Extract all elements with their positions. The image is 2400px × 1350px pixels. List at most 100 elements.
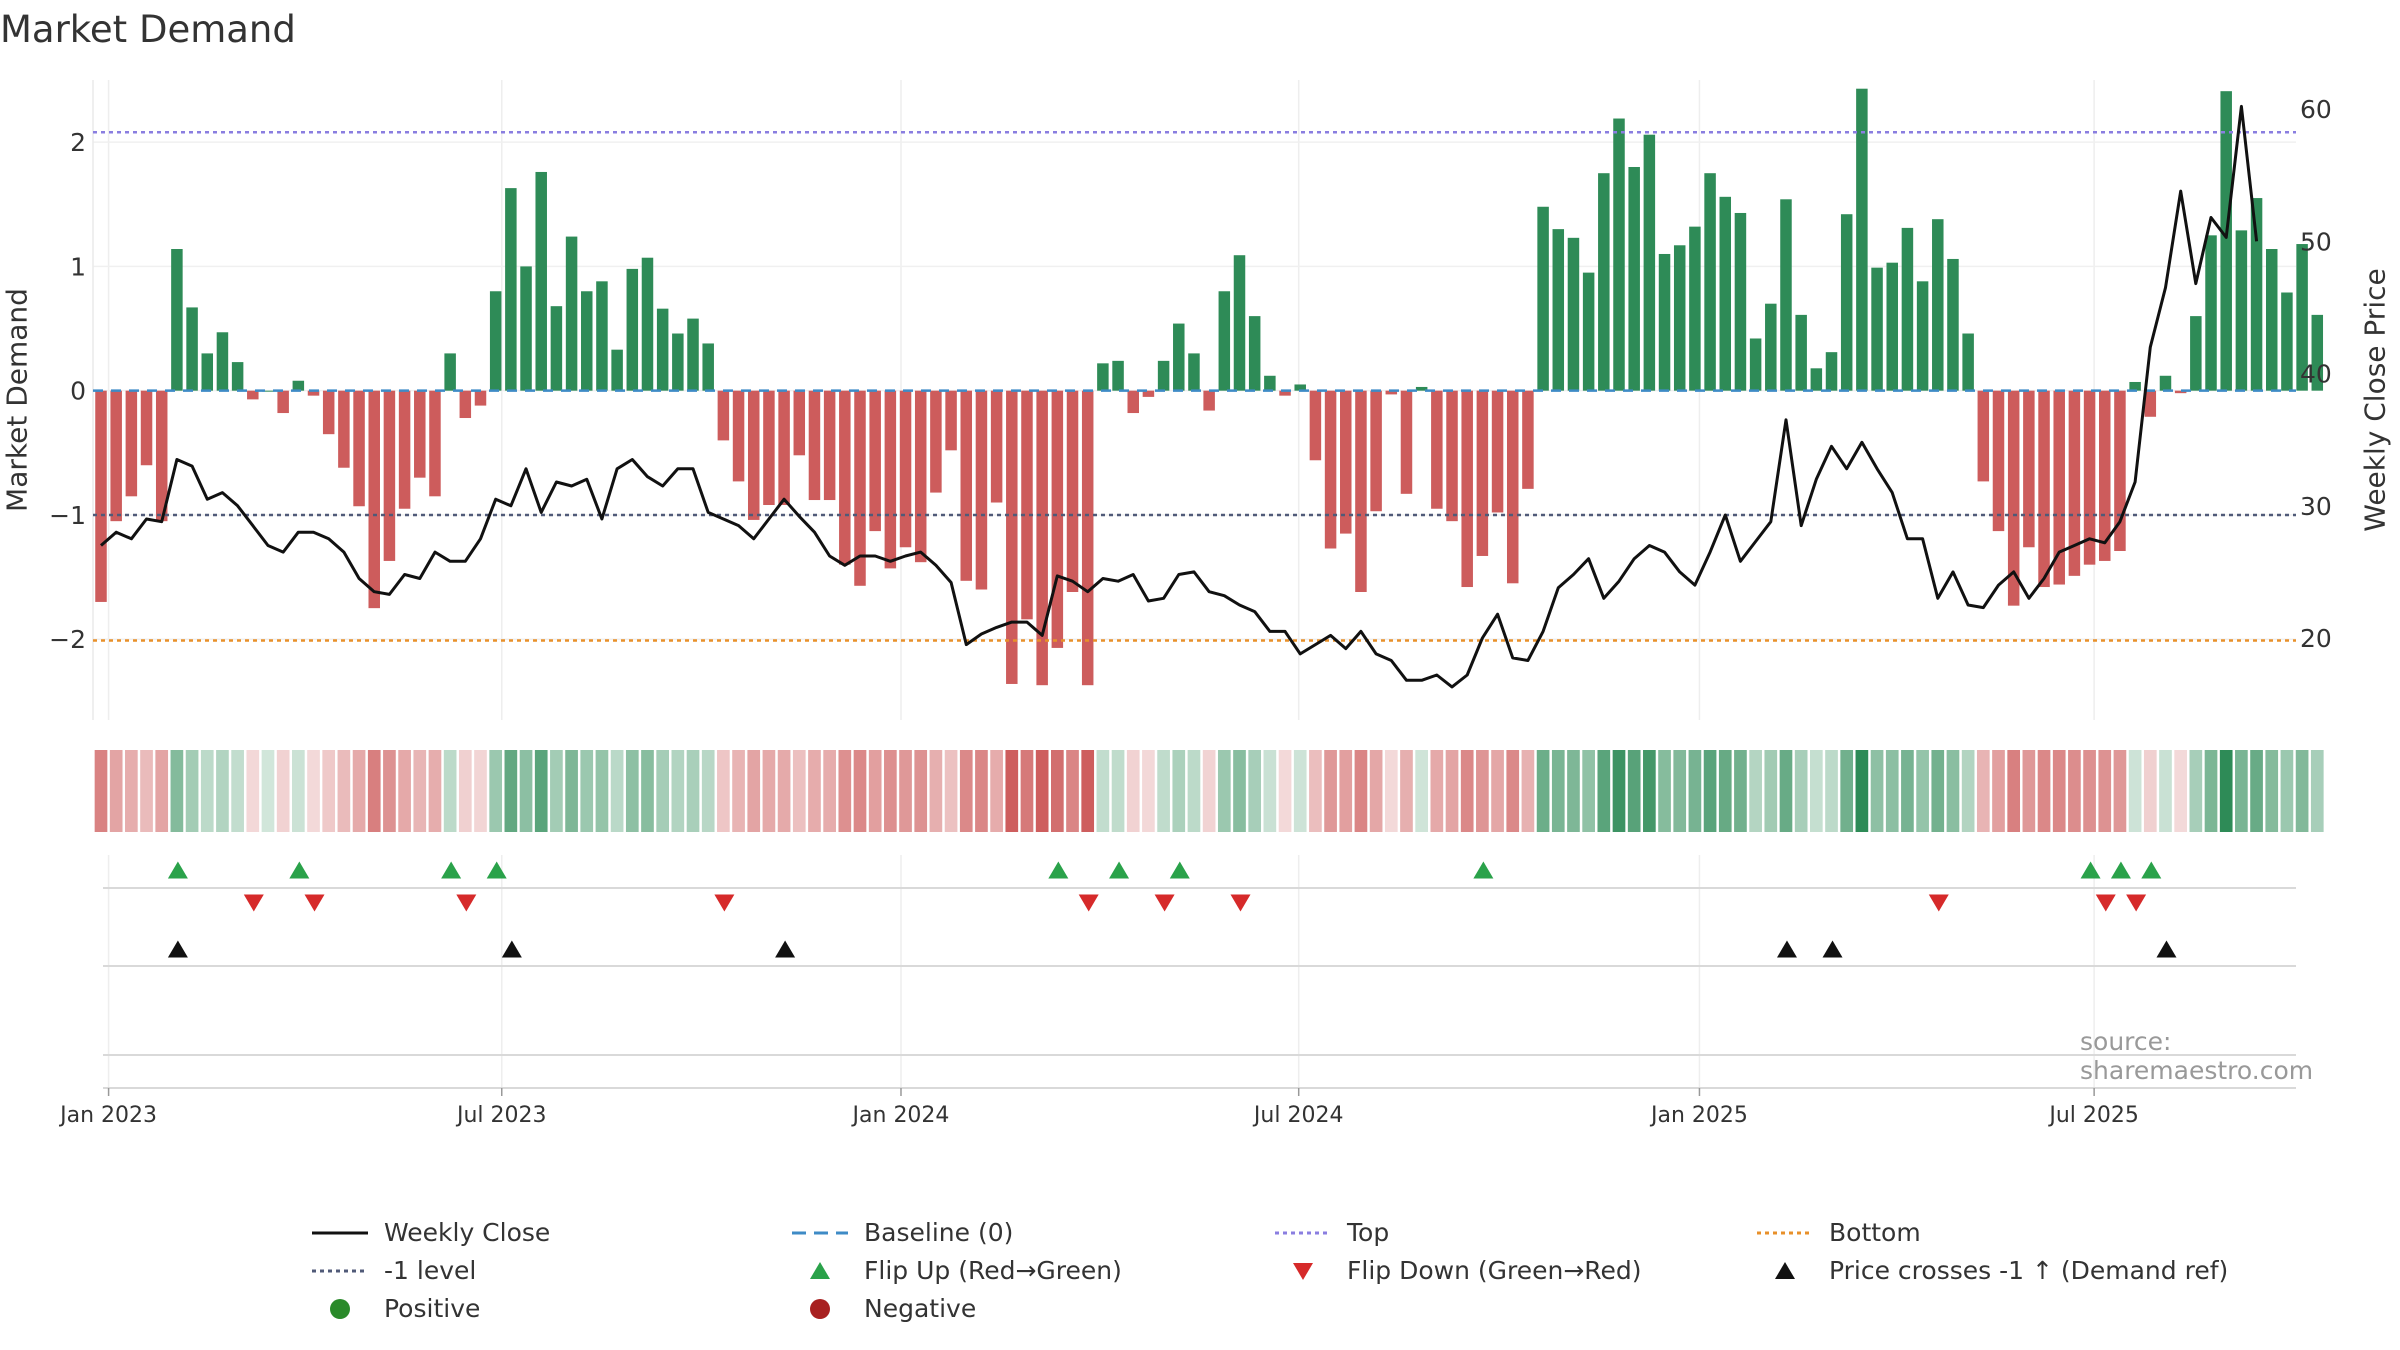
demand-bar <box>1446 390 1458 522</box>
legend-item-flip_down: Flip Down (Green→Red) <box>1273 1256 1642 1285</box>
legend-label: Flip Down (Green→Red) <box>1347 1256 1642 1285</box>
y2-tick-label: 20 <box>2300 624 2332 653</box>
demand-bar <box>1567 237 1580 391</box>
y2-tick-label: 30 <box>2300 492 2332 521</box>
flip-up-marker <box>2110 861 2131 879</box>
heat-cell <box>1901 750 1914 832</box>
demand-bar <box>2068 390 2081 576</box>
y-tick-label: 2 <box>70 128 86 157</box>
demand-bar <box>1765 303 1777 391</box>
heat-cell <box>1415 750 1428 832</box>
demand-bar <box>1491 390 1504 513</box>
demand-bar <box>262 390 274 392</box>
demand-bar <box>338 390 350 468</box>
demand-bar <box>186 307 198 391</box>
demand-bar <box>884 390 897 569</box>
heat-cell <box>1051 750 1064 832</box>
heat-cell <box>1384 750 1398 832</box>
demand-bar <box>1248 316 1261 391</box>
heat-cell <box>1202 750 1216 832</box>
demand-bar <box>793 390 806 456</box>
flip-up-marker <box>1109 861 1130 879</box>
demand-bar <box>945 390 957 451</box>
demand-bar <box>474 390 487 406</box>
flip-up-marker <box>1473 861 1494 879</box>
demand-bar <box>2159 375 2172 391</box>
demand-bar <box>292 380 305 391</box>
demand-bar <box>155 390 168 522</box>
heat-cell <box>1005 750 1019 832</box>
heat-cell <box>1825 750 1838 832</box>
legend-item-line: Weekly Close <box>310 1218 550 1247</box>
heat-cell <box>1157 750 1170 832</box>
demand-bar <box>1431 390 1443 509</box>
heat-cell <box>2204 750 2218 832</box>
demand-bar <box>717 390 730 441</box>
demand-bar <box>1097 363 1109 391</box>
heat-cell <box>2174 750 2187 832</box>
heat-cell <box>413 750 427 832</box>
market-demand-chart: 2 1 0 −1 −2 60 50 40 30 20 Jan 2023 Jul 2023 Jan 202… <box>49 80 2332 1128</box>
demand-bar <box>489 291 502 391</box>
heat-cell <box>2219 750 2233 832</box>
legend-label: Flip Up (Red→Green) <box>864 1256 1122 1285</box>
heat-cell <box>686 750 700 832</box>
demand-bar <box>626 268 639 391</box>
demand-bar <box>1355 390 1367 592</box>
heat-cell <box>899 750 912 832</box>
heat-cell <box>1916 750 1929 832</box>
demand-bar <box>1582 272 1595 391</box>
heat-cell <box>1810 750 1823 832</box>
legend-item-cross: Price crosses -1 ↑ (Demand ref) <box>1755 1256 2228 1285</box>
demand-bar <box>1719 196 1732 391</box>
demand-bar <box>1506 390 1519 584</box>
heat-cell <box>2037 750 2051 832</box>
demand-bar <box>1962 333 1974 391</box>
demand-bar <box>1901 227 1914 391</box>
heat-cell <box>1658 750 1671 832</box>
demand-bar <box>1340 390 1352 534</box>
demand-bar <box>1932 219 1944 391</box>
demand-bar <box>2311 314 2324 391</box>
heat-cell <box>747 750 761 832</box>
demand-bar <box>1977 390 1990 482</box>
demand-bar <box>732 390 745 482</box>
heat-cell <box>1460 750 1474 832</box>
heat-cell <box>1931 750 1945 832</box>
flip-down-marker <box>1928 894 1949 912</box>
demand-bar <box>231 362 244 391</box>
demand-bar <box>1795 314 1807 391</box>
demand-bar <box>687 318 699 391</box>
heat-cell <box>1445 750 1459 832</box>
demand-bar <box>2281 292 2293 391</box>
legend-item-neg_dot: Negative <box>790 1294 976 1323</box>
demand-bar <box>398 390 411 509</box>
demand-bar <box>1385 390 1398 395</box>
flip-down-marker <box>456 894 477 912</box>
heat-cell <box>1627 750 1641 832</box>
demand-bar <box>702 343 714 391</box>
demand-bar <box>1840 214 1853 391</box>
heat-cell <box>1961 750 1975 832</box>
flip-down-marker <box>2095 894 2116 912</box>
heat-cell <box>1521 750 1535 832</box>
demand-bar <box>778 390 790 506</box>
heat-cell <box>2113 750 2127 832</box>
flip-down-marker <box>243 894 264 912</box>
demand-bar <box>414 390 426 478</box>
heat-cell <box>1491 750 1504 832</box>
legend-swatch-flip_up <box>810 1261 830 1279</box>
legend-dot-icon <box>810 1298 830 1319</box>
heat-cell <box>808 750 821 832</box>
flip-up-marker <box>2141 861 2162 879</box>
legend-label: Top <box>1347 1218 1390 1247</box>
heat-cell <box>1885 750 1899 832</box>
demand-bar <box>1947 258 1959 391</box>
legend-item-pos_dot: Positive <box>310 1294 480 1323</box>
heat-cell <box>838 750 852 832</box>
heat-cell <box>1278 750 1292 832</box>
demand-bar <box>596 281 608 391</box>
heat-cell <box>1217 750 1231 832</box>
reference-lines <box>93 130 2296 642</box>
heat-cell <box>398 750 411 832</box>
